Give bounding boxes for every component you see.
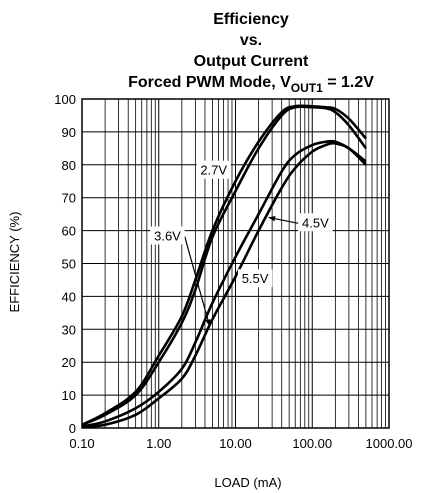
title-line-2: vs. [240,32,262,49]
title-line-4-suffix: = 1.2V [323,74,374,91]
x-tick-label: 1000.00 [366,436,413,451]
title-line-3: Output Current [194,53,309,70]
y-tick-label: 100 [54,92,76,107]
x-tick-label: 100.00 [292,436,332,451]
x-tick-label: 0.10 [69,436,94,451]
series-annotations: 2.7V 3.6V 4.5V 5.5V [150,160,333,327]
annotation-label-5.5V: 5.5V [242,271,269,286]
y-tick-label: 40 [62,289,76,304]
x-axis-label: LOAD (mA) [214,475,281,490]
x-tick-label: 10.00 [219,436,252,451]
plot-border [81,98,390,429]
annotation-label-4.5V: 4.5V [302,215,329,230]
y-tick-label: 0 [69,421,76,436]
annotation-background [150,226,185,245]
series-line-3.6V [81,104,367,426]
plot-frame [81,98,390,429]
plot-grid [81,98,390,429]
series-line-4.5V [81,139,367,428]
chart-title: Efficiency vs. Output Current Forced PWM… [128,11,374,95]
series-line-2.7V [81,105,367,426]
y-tick-label: 20 [62,355,76,370]
series-lines [81,104,367,429]
y-axis-label: EFFICIENCY (%) [7,212,22,313]
annotation-arrow [184,236,211,327]
tick-labels: 0 10 20 30 40 50 60 70 80 90 100 0.10 1.00 10.00 100.0… [54,92,412,451]
title-line-4-prefix: Forced PWM Mode, V [128,74,291,91]
title-line-4: Forced PWM Mode, VOUT1 = 1.2V [128,74,374,95]
y-tick-label: 90 [62,125,76,140]
annotation-arrowhead [268,216,276,222]
x-tick-label: 1.00 [146,436,171,451]
title-line-4-subscript: OUT1 [291,81,323,95]
y-tick-label: 30 [62,322,76,337]
y-tick-label: 70 [62,191,76,206]
annotation-background [298,213,333,232]
y-tick-label: 60 [62,224,76,239]
annotation-background [196,160,231,179]
y-tick-label: 80 [62,158,76,173]
annotation-label-2.7V: 2.7V [200,163,227,178]
y-tick-label: 50 [62,257,76,272]
annotation-label-3.6V: 3.6V [154,228,181,243]
annotation-arrowhead [205,319,211,327]
series-line-5.5V [81,141,367,429]
y-tick-label: 10 [62,388,76,403]
annotation-background [237,269,273,288]
title-line-1: Efficiency [213,11,289,28]
